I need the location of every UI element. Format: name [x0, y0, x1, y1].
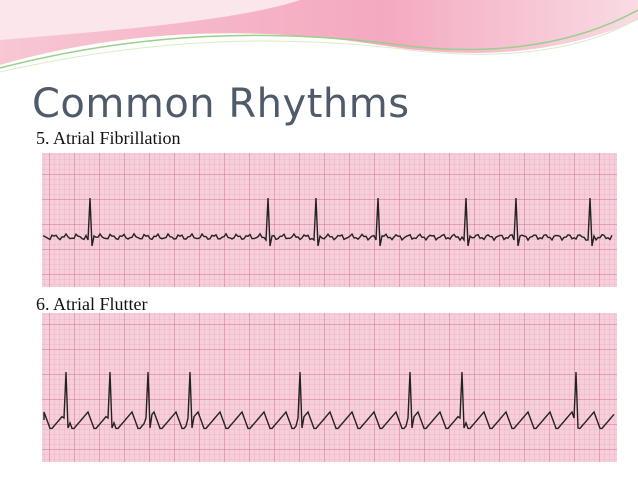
slide-title: Common Rhythms	[32, 81, 410, 127]
ecg-strip-grid	[42, 153, 617, 287]
header-line	[0, 17, 638, 73]
header-line	[0, 9, 638, 69]
section-label: 6. Atrial Flutter	[36, 294, 148, 314]
ecg-trace	[43, 197, 613, 247]
ecg-strip-grid	[42, 313, 617, 462]
ecg-trace	[43, 371, 615, 430]
header-swoosh-light	[0, 0, 300, 40]
section-label: 5. Atrial Fibrillation	[36, 128, 181, 148]
